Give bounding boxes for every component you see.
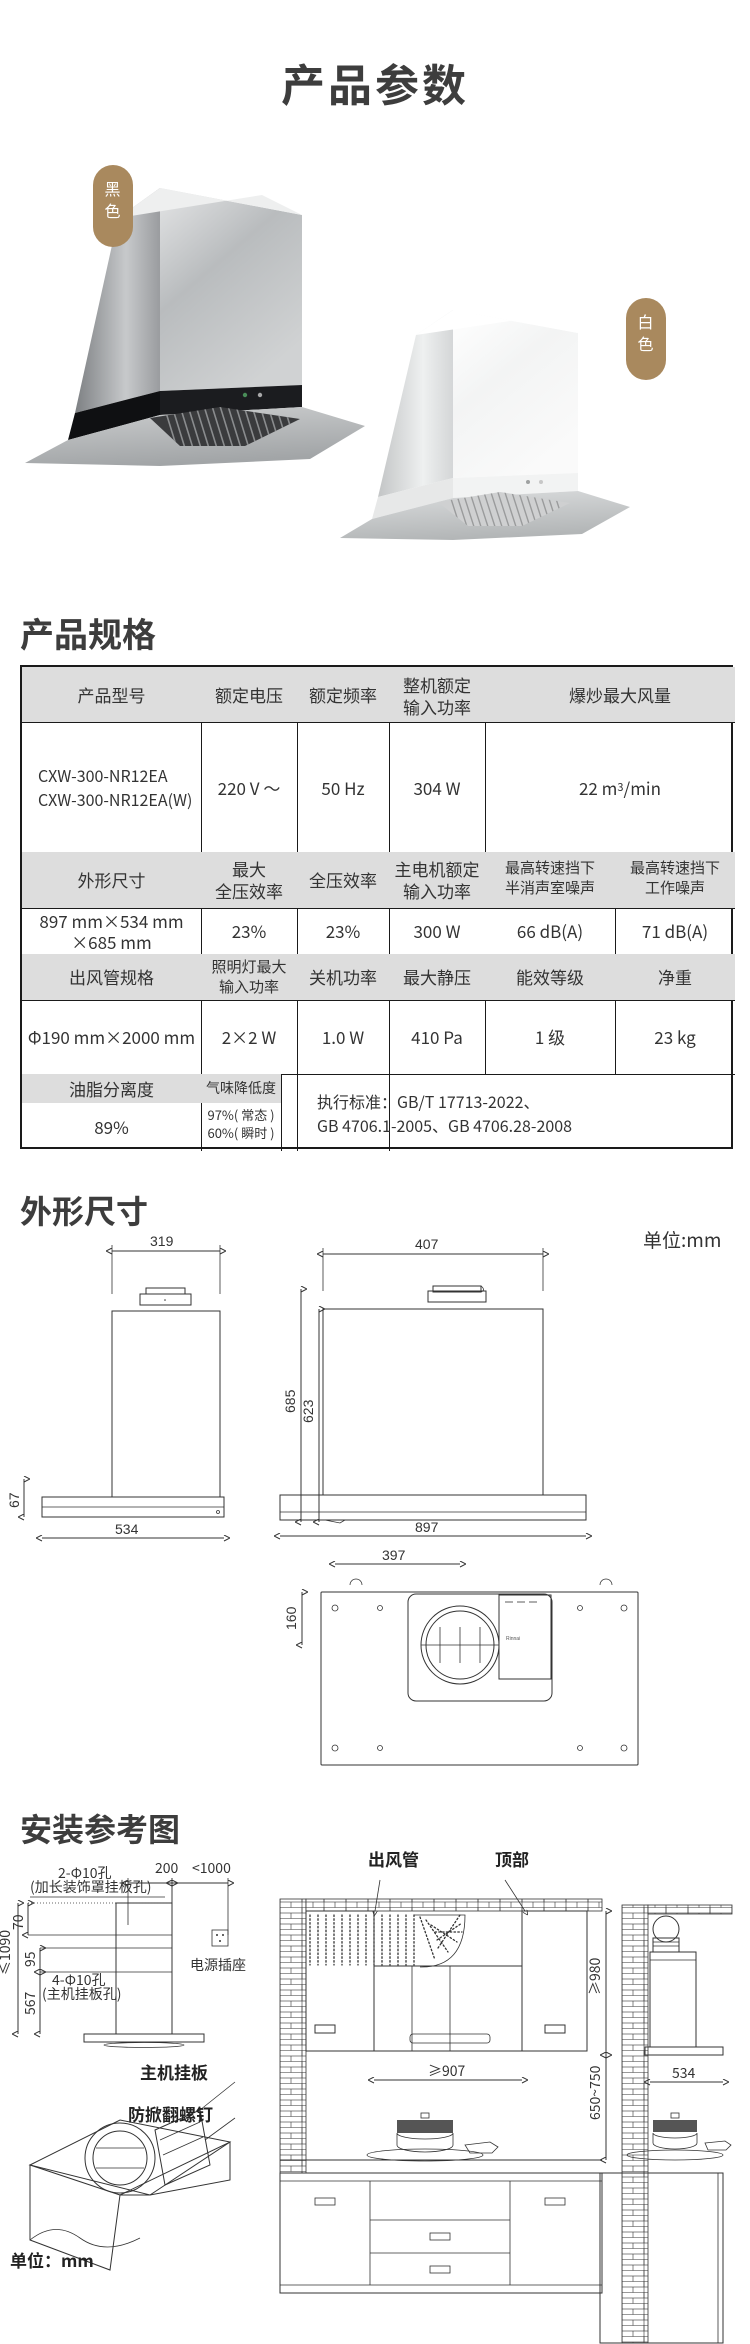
svg-text:(加长装饰罩挂板孔): (加长装饰罩挂板孔)	[30, 1877, 151, 1897]
svg-text:电源插座: 电源插座	[190, 1955, 246, 1975]
svg-text:67: 67	[6, 1492, 22, 1508]
svg-text:Rinnai: Rinnai	[506, 1636, 520, 1642]
svg-text:650~750: 650~750	[585, 2065, 605, 2120]
svg-text:685: 685	[282, 1389, 298, 1413]
svg-text:897: 897	[415, 1519, 439, 1535]
svg-text:567: 567	[20, 1991, 40, 2015]
svg-text:623: 623	[300, 1399, 316, 1423]
svg-text:<1000: <1000	[192, 1858, 231, 1878]
svg-text:≥907: ≥907	[428, 2061, 466, 2081]
svg-text:534: 534	[672, 2063, 696, 2083]
svg-text:(主机挂板孔): (主机挂板孔)	[42, 1984, 121, 2004]
svg-text:外形尺寸: 外形尺寸	[20, 1187, 148, 1233]
svg-text:顶部: 顶部	[495, 1846, 529, 1871]
svg-text:出风管: 出风管	[368, 1846, 419, 1871]
svg-text:防掀翻螺钉: 防掀翻螺钉	[128, 2101, 213, 2126]
svg-text:95: 95	[20, 1951, 40, 1967]
svg-text:319: 319	[150, 1233, 174, 1249]
svg-text:≤1090: ≤1090	[0, 1930, 15, 1975]
svg-text:单位：mm: 单位：mm	[10, 2247, 94, 2272]
svg-text:397: 397	[382, 1547, 406, 1563]
svg-text:534: 534	[115, 1521, 139, 1537]
svg-text:200: 200	[155, 1858, 179, 1878]
svg-text:安装参考图: 安装参考图	[20, 1805, 180, 1851]
svg-text:160: 160	[283, 1606, 299, 1630]
svg-text:主机挂板: 主机挂板	[140, 2059, 208, 2084]
svg-text:407: 407	[415, 1236, 439, 1252]
svg-text:≥980: ≥980	[585, 1957, 605, 1995]
svg-text:单位:mm: 单位:mm	[643, 1226, 721, 1253]
